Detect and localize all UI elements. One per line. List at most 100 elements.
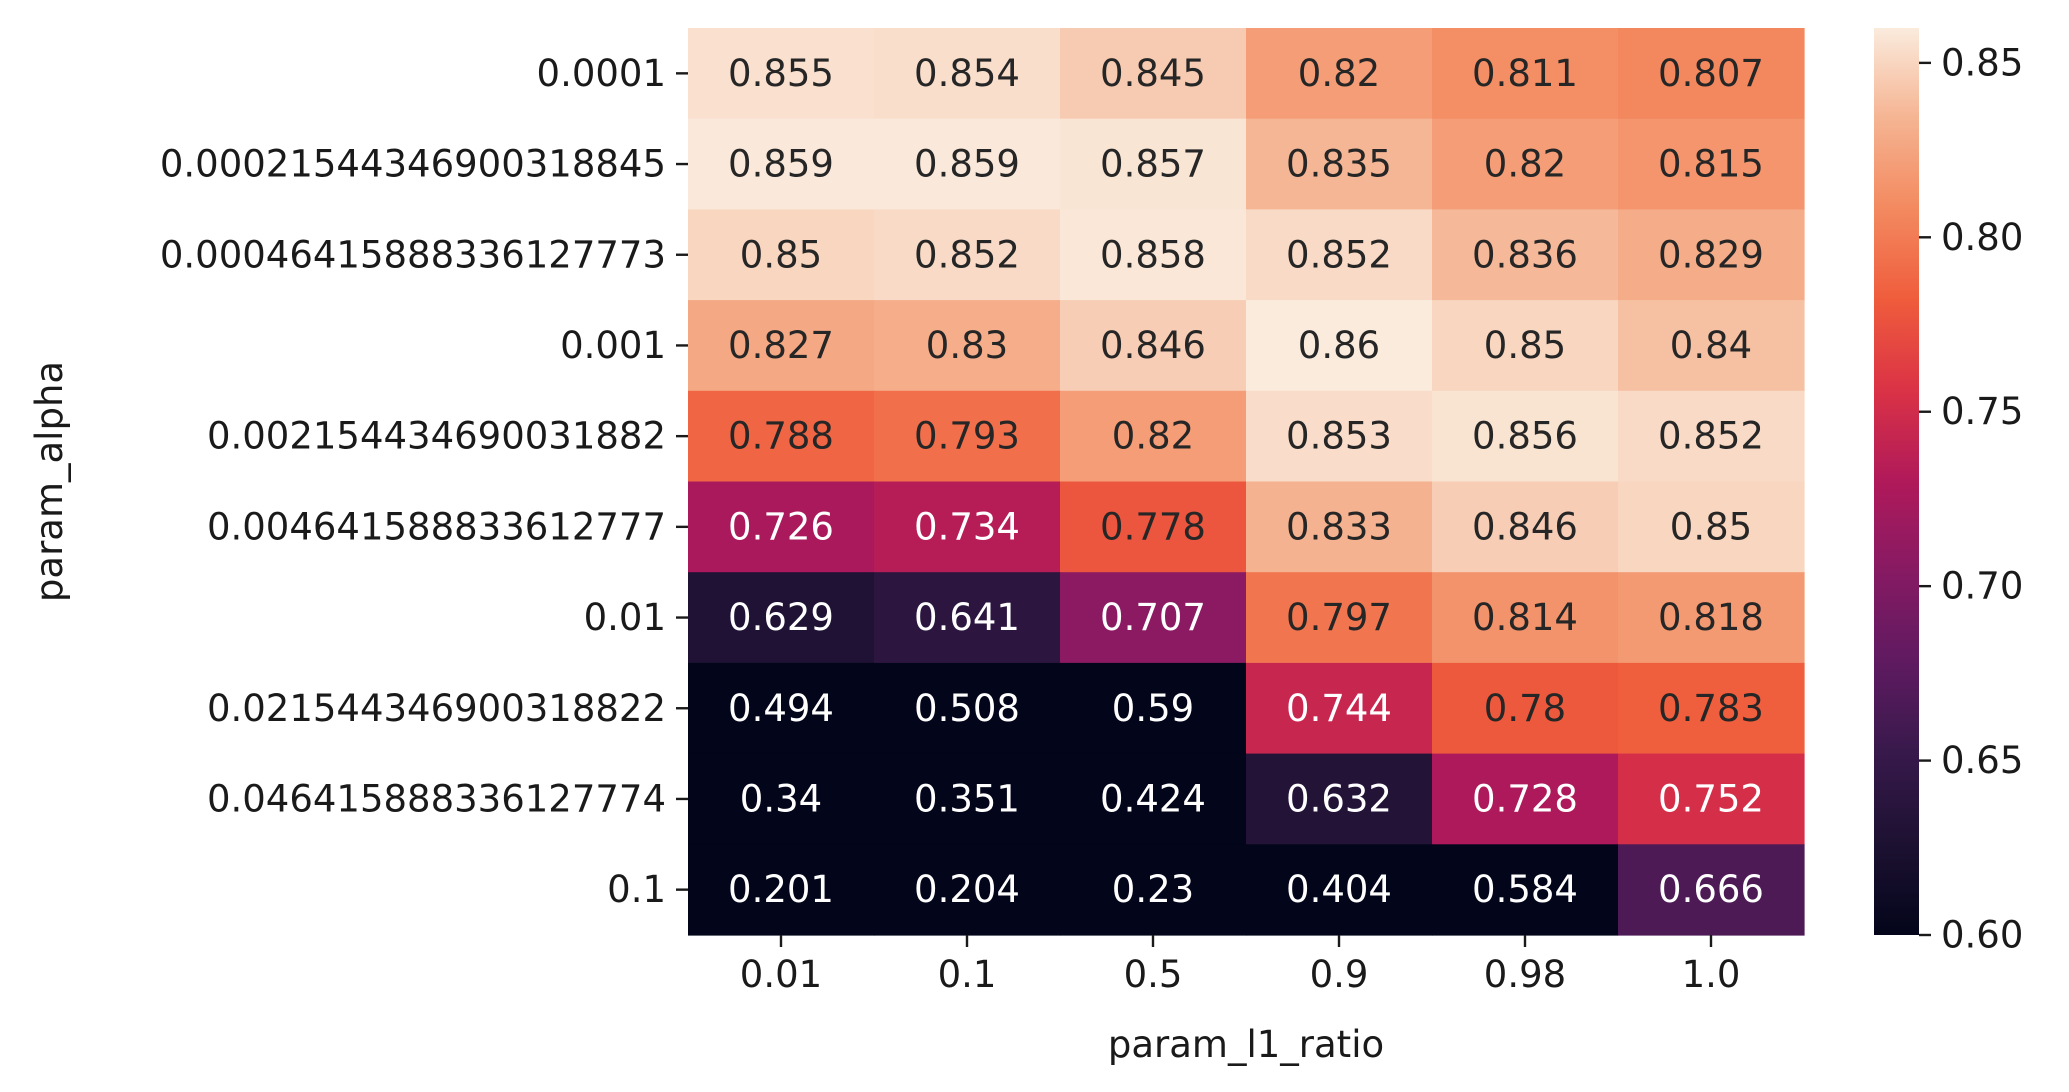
- heatmap-cell: [1432, 118, 1619, 210]
- x-tick-label: 1.0: [1682, 953, 1741, 996]
- cell-value-label: 0.59: [1112, 687, 1194, 730]
- heatmap-cell: [1246, 753, 1433, 845]
- heatmap-cell: [1060, 118, 1247, 210]
- cell-value-label: 0.494: [728, 687, 834, 730]
- y-axis: 0.0001 0.00021544346900318845 0.0004641588…: [160, 52, 688, 911]
- heatmap-cell: [1246, 572, 1433, 664]
- cell-value-label: 0.584: [1472, 868, 1578, 911]
- heatmap-cell: [1618, 572, 1805, 664]
- x-tick-label: 0.98: [1484, 953, 1566, 996]
- cell-value-label: 0.508: [914, 687, 1020, 730]
- cell-value-label: 0.852: [914, 233, 1020, 276]
- cell-value-label: 0.854: [914, 52, 1020, 95]
- y-axis-label: param_alpha: [28, 361, 71, 602]
- heatmap-cell: [1432, 209, 1619, 301]
- heatmap-cell: [1060, 28, 1247, 120]
- heatmap-cell: [1618, 28, 1805, 120]
- heatmap-cells: [688, 28, 1805, 936]
- x-axis: 0.01 0.1 0.5 0.9 0.98 1.0: [740, 935, 1741, 996]
- heatmap-cell: [1618, 300, 1805, 392]
- cell-value-label: 0.855: [728, 52, 834, 95]
- cell-value-label: 0.85: [1484, 324, 1566, 367]
- cell-value-label: 0.82: [1484, 143, 1566, 186]
- heatmap-cell: [1432, 390, 1619, 483]
- x-tick-label: 0.5: [1124, 953, 1183, 996]
- heatmap-cell: [1246, 844, 1433, 936]
- cell-value-label: 0.752: [1658, 777, 1764, 820]
- heatmap-cell: [688, 662, 875, 755]
- heatmap-cell: [1060, 844, 1247, 936]
- heatmap-cell: [688, 753, 875, 845]
- heatmap-cell: [874, 118, 1061, 210]
- cell-value-label: 0.23: [1112, 868, 1194, 911]
- cell-value-label: 0.807: [1658, 52, 1764, 95]
- cell-value-label: 0.859: [728, 143, 834, 186]
- heatmap-cell: [688, 844, 875, 936]
- colorbar-tick-label: 0.70: [1941, 565, 2023, 608]
- heatmap-cell: [1246, 662, 1433, 755]
- colorbar-gradient: [1874, 28, 1919, 935]
- heatmap-cell: [688, 481, 875, 573]
- cell-value-label: 0.85: [740, 233, 822, 276]
- heatmap-cell: [1060, 572, 1247, 664]
- y-tick-label: 0.1: [607, 868, 666, 911]
- cell-value-label: 0.424: [1100, 777, 1206, 820]
- cell-value-label: 0.783: [1658, 687, 1764, 730]
- cell-value-label: 0.641: [914, 596, 1020, 639]
- cell-value-label: 0.78: [1484, 687, 1566, 730]
- heatmap-cell: [1618, 118, 1805, 210]
- cell-value-label: 0.82: [1112, 415, 1194, 458]
- heatmap-cell: [688, 572, 875, 664]
- heatmap-cell: [688, 390, 875, 483]
- cell-value-label: 0.84: [1670, 324, 1752, 367]
- cell-value-label: 0.856: [1472, 415, 1578, 458]
- y-tick-label: 0.0001: [537, 52, 666, 95]
- cell-value-label: 0.814: [1472, 596, 1578, 639]
- y-tick-label: 0.004641588833612777: [207, 505, 666, 548]
- heatmap-cell: [1432, 844, 1619, 936]
- cell-value-label: 0.815: [1658, 143, 1764, 186]
- cell-value-label: 0.726: [728, 505, 834, 548]
- heatmap-cell: [1060, 300, 1247, 392]
- heatmap-cell: [1432, 572, 1619, 664]
- y-tick-label: 0.001: [560, 324, 666, 367]
- y-tick-label: 0.046415888336127774: [207, 777, 666, 820]
- heatmap-cell: [1618, 481, 1805, 573]
- heatmap-cell: [1060, 481, 1247, 573]
- cell-value-label: 0.829: [1658, 233, 1764, 276]
- heatmap-cell: [1246, 28, 1433, 120]
- x-tick-label: 0.1: [938, 953, 997, 996]
- cell-value-label: 0.859: [914, 143, 1020, 186]
- cell-value-label: 0.83: [926, 324, 1008, 367]
- heatmap-cell: [1618, 753, 1805, 845]
- heatmap-cell: [1432, 753, 1619, 845]
- colorbar-tick-label: 0.60: [1941, 914, 2023, 957]
- cell-value-label: 0.728: [1472, 777, 1578, 820]
- heatmap-cell: [1060, 662, 1247, 755]
- cell-value-label: 0.835: [1286, 143, 1392, 186]
- heatmap-cell: [1246, 481, 1433, 573]
- x-tick-label: 0.9: [1310, 953, 1369, 996]
- cell-value-label: 0.788: [728, 415, 834, 458]
- cell-value-label: 0.852: [1286, 233, 1392, 276]
- heatmap-cell: [874, 662, 1061, 755]
- cell-value-label: 0.818: [1658, 596, 1764, 639]
- heatmap-cell: [1060, 209, 1247, 301]
- cell-value-label: 0.846: [1100, 324, 1206, 367]
- cell-value-label: 0.853: [1286, 415, 1392, 458]
- cell-value-label: 0.857: [1100, 143, 1206, 186]
- heatmap-cell: [1618, 390, 1805, 483]
- cell-value-label: 0.632: [1286, 777, 1392, 820]
- y-tick-label: 0.00046415888336127773: [160, 233, 666, 276]
- cell-value-label: 0.797: [1286, 596, 1392, 639]
- cell-value-label: 0.666: [1658, 868, 1764, 911]
- cell-value-label: 0.858: [1100, 233, 1206, 276]
- colorbar-tick-label: 0.85: [1941, 41, 2023, 84]
- colorbar-tick-label: 0.65: [1941, 739, 2023, 782]
- heatmap-cell: [874, 300, 1061, 392]
- cell-value-label: 0.34: [740, 777, 822, 820]
- y-tick-label: 0.002154434690031882: [207, 415, 666, 458]
- heatmap-cell: [874, 481, 1061, 573]
- x-axis-label: param_l1_ratio: [1108, 1023, 1384, 1066]
- heatmap-cell: [1246, 118, 1433, 210]
